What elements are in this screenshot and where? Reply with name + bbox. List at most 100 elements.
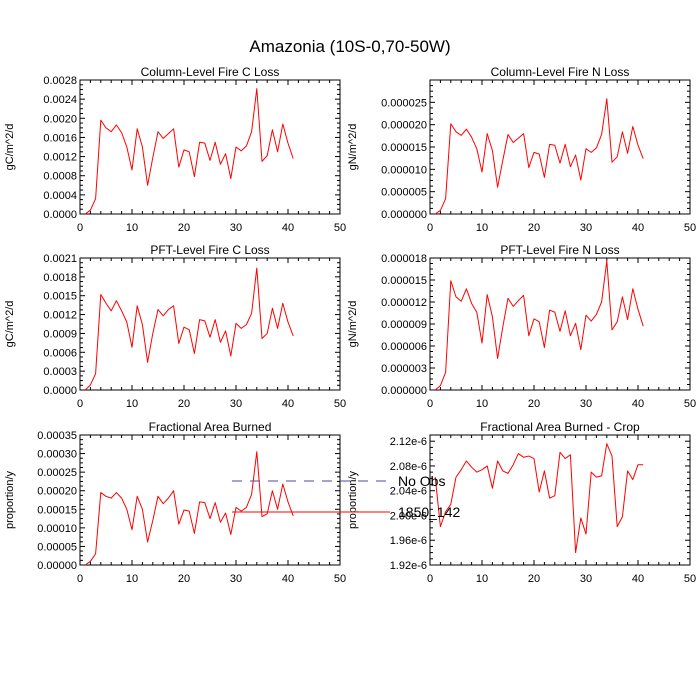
y-tick-label: 0.000000 — [381, 385, 427, 397]
x-tick-label: 50 — [684, 398, 696, 410]
series-line-1850_142 — [84, 267, 294, 391]
x-tick-label: 30 — [230, 222, 242, 234]
y-tick-label: 0.00000 — [37, 560, 77, 572]
plot-frame — [429, 257, 691, 391]
y-tick-label: 0.000012 — [381, 297, 427, 309]
x-tick-label: 10 — [126, 573, 138, 585]
y-tick-label: 0.0008 — [43, 171, 77, 183]
y-tick-label: 0.00020 — [37, 486, 77, 498]
x-tick-label: 50 — [684, 222, 696, 234]
x-tick-label: 20 — [528, 398, 540, 410]
y-tick-label: 2.08e-6 — [390, 461, 427, 473]
x-tick-label: 40 — [632, 222, 644, 234]
x-tick-label: 50 — [334, 573, 346, 585]
y-tick-label: 1.96e-6 — [390, 535, 427, 547]
y-tick-label: 0.0021 — [43, 253, 77, 265]
y-tick-label: 0.00035 — [37, 430, 77, 442]
series-line-1850_142 — [84, 88, 294, 215]
y-tick-label: 0.00025 — [37, 467, 77, 479]
y-tick-label: 0.0018 — [43, 272, 77, 284]
y-tick-label: 0.0004 — [43, 190, 77, 202]
series-line-1850_142 — [434, 98, 644, 215]
plot-frame — [79, 257, 341, 391]
panel-fractional-area-burned: Fractional Area Burned 0 10 20 30 40 50 0.00000… — [4, 420, 346, 585]
x-tick-label: 10 — [126, 222, 138, 234]
plot-frame — [429, 79, 691, 215]
series-line-1850_142 — [434, 260, 644, 391]
legend-label-1850-142: 1850_142 — [398, 504, 461, 520]
y-tick-label: 1.92e-6 — [390, 560, 427, 572]
panel-pft-level-fire-c-loss: PFT-Level Fire C Loss 0 10 20 30 40 50 0.0000 0.… — [4, 243, 346, 410]
x-tick-label: 20 — [178, 398, 190, 410]
y-tick-label: 0.0024 — [43, 94, 77, 106]
y-tick-label: 0.00030 — [37, 449, 77, 461]
x-tick-label: 0 — [427, 222, 433, 234]
legend: No Obs 1850_142 — [232, 473, 461, 520]
x-tick-label: 10 — [476, 573, 488, 585]
plot-frame — [429, 434, 691, 566]
panel-title: Column-Level Fire N Loss — [491, 65, 630, 79]
figure-title: Amazonia (10S-0,70-50W) — [249, 37, 450, 56]
x-tick-label: 30 — [580, 222, 592, 234]
panel-pft-level-fire-n-loss: PFT-Level Fire N Loss 0 10 20 30 40 50 0.000000… — [347, 243, 696, 410]
x-tick-label: 40 — [282, 222, 294, 234]
y-tick-label: 0.000025 — [381, 97, 427, 109]
y-tick-label: 0.0028 — [43, 75, 77, 87]
x-tick-label: 0 — [77, 398, 83, 410]
y-tick-label: 2.12e-6 — [390, 436, 427, 448]
y-axis-label: proportion/y — [4, 470, 16, 529]
y-tick-label: 0.000000 — [381, 209, 427, 221]
y-tick-label: 0.000020 — [381, 120, 427, 132]
y-tick-label: 0.00015 — [37, 504, 77, 516]
x-tick-label: 0 — [427, 398, 433, 410]
y-tick-label: 0.0016 — [43, 132, 77, 144]
y-axis-label: gN/m^2/d — [347, 301, 359, 348]
y-tick-label: 0.000006 — [381, 341, 427, 353]
y-tick-label: 0.0020 — [43, 113, 77, 125]
x-tick-label: 30 — [230, 573, 242, 585]
x-tick-label: 20 — [528, 222, 540, 234]
panel-title: PFT-Level Fire C Loss — [150, 243, 269, 257]
y-tick-label: 2.00e-6 — [390, 510, 427, 522]
series-line-1850_142 — [434, 443, 644, 554]
y-tick-label: 0.000005 — [381, 187, 427, 199]
x-tick-label: 0 — [77, 222, 83, 234]
y-tick-label: 0.00005 — [37, 541, 77, 553]
y-tick-label: 0.0006 — [43, 347, 77, 359]
x-tick-label: 10 — [476, 398, 488, 410]
x-tick-label: 20 — [528, 573, 540, 585]
y-tick-label: 0.000018 — [381, 253, 427, 265]
y-tick-label: 0.00010 — [37, 523, 77, 535]
panel-fractional-area-burned-crop: Fractional Area Burned - Crop 0 10 20 30 40 50… — [347, 420, 696, 585]
series-line-1850_142 — [84, 451, 294, 566]
x-tick-label: 40 — [632, 573, 644, 585]
y-tick-label: 0.0000 — [43, 385, 77, 397]
x-tick-label: 50 — [334, 398, 346, 410]
y-tick-label: 0.0012 — [43, 310, 77, 322]
y-tick-label: 0.000015 — [381, 275, 427, 287]
panel-title: Fractional Area Burned - Crop — [480, 420, 640, 434]
y-tick-label: 2.04e-6 — [390, 486, 427, 498]
y-tick-label: 0.000010 — [381, 164, 427, 176]
x-tick-label: 30 — [580, 398, 592, 410]
panel-column-level-fire-c-loss: Column-Level Fire C Loss 0 10 20 30 40 50 0.000… — [4, 65, 346, 234]
x-tick-label: 50 — [334, 222, 346, 234]
x-tick-label: 10 — [126, 398, 138, 410]
y-axis-label: gC/m^2/d — [4, 301, 16, 348]
y-tick-label: 0.000009 — [381, 319, 427, 331]
x-tick-label: 10 — [476, 222, 488, 234]
x-tick-label: 0 — [77, 573, 83, 585]
y-tick-label: 0.0012 — [43, 152, 77, 164]
y-tick-label: 0.0003 — [43, 366, 77, 378]
x-tick-label: 50 — [684, 573, 696, 585]
panel-column-level-fire-n-loss: Column-Level Fire N Loss 0 10 20 30 40 50 0.000… — [347, 65, 696, 234]
x-tick-label: 20 — [178, 222, 190, 234]
y-axis-label: proportion/y — [347, 470, 359, 529]
y-axis-label: gC/m^2/d — [4, 124, 16, 171]
plot-frame — [79, 434, 341, 566]
x-tick-label: 40 — [282, 573, 294, 585]
x-tick-label: 30 — [230, 398, 242, 410]
y-tick-label: 0.0000 — [43, 209, 77, 221]
x-tick-label: 0 — [427, 573, 433, 585]
